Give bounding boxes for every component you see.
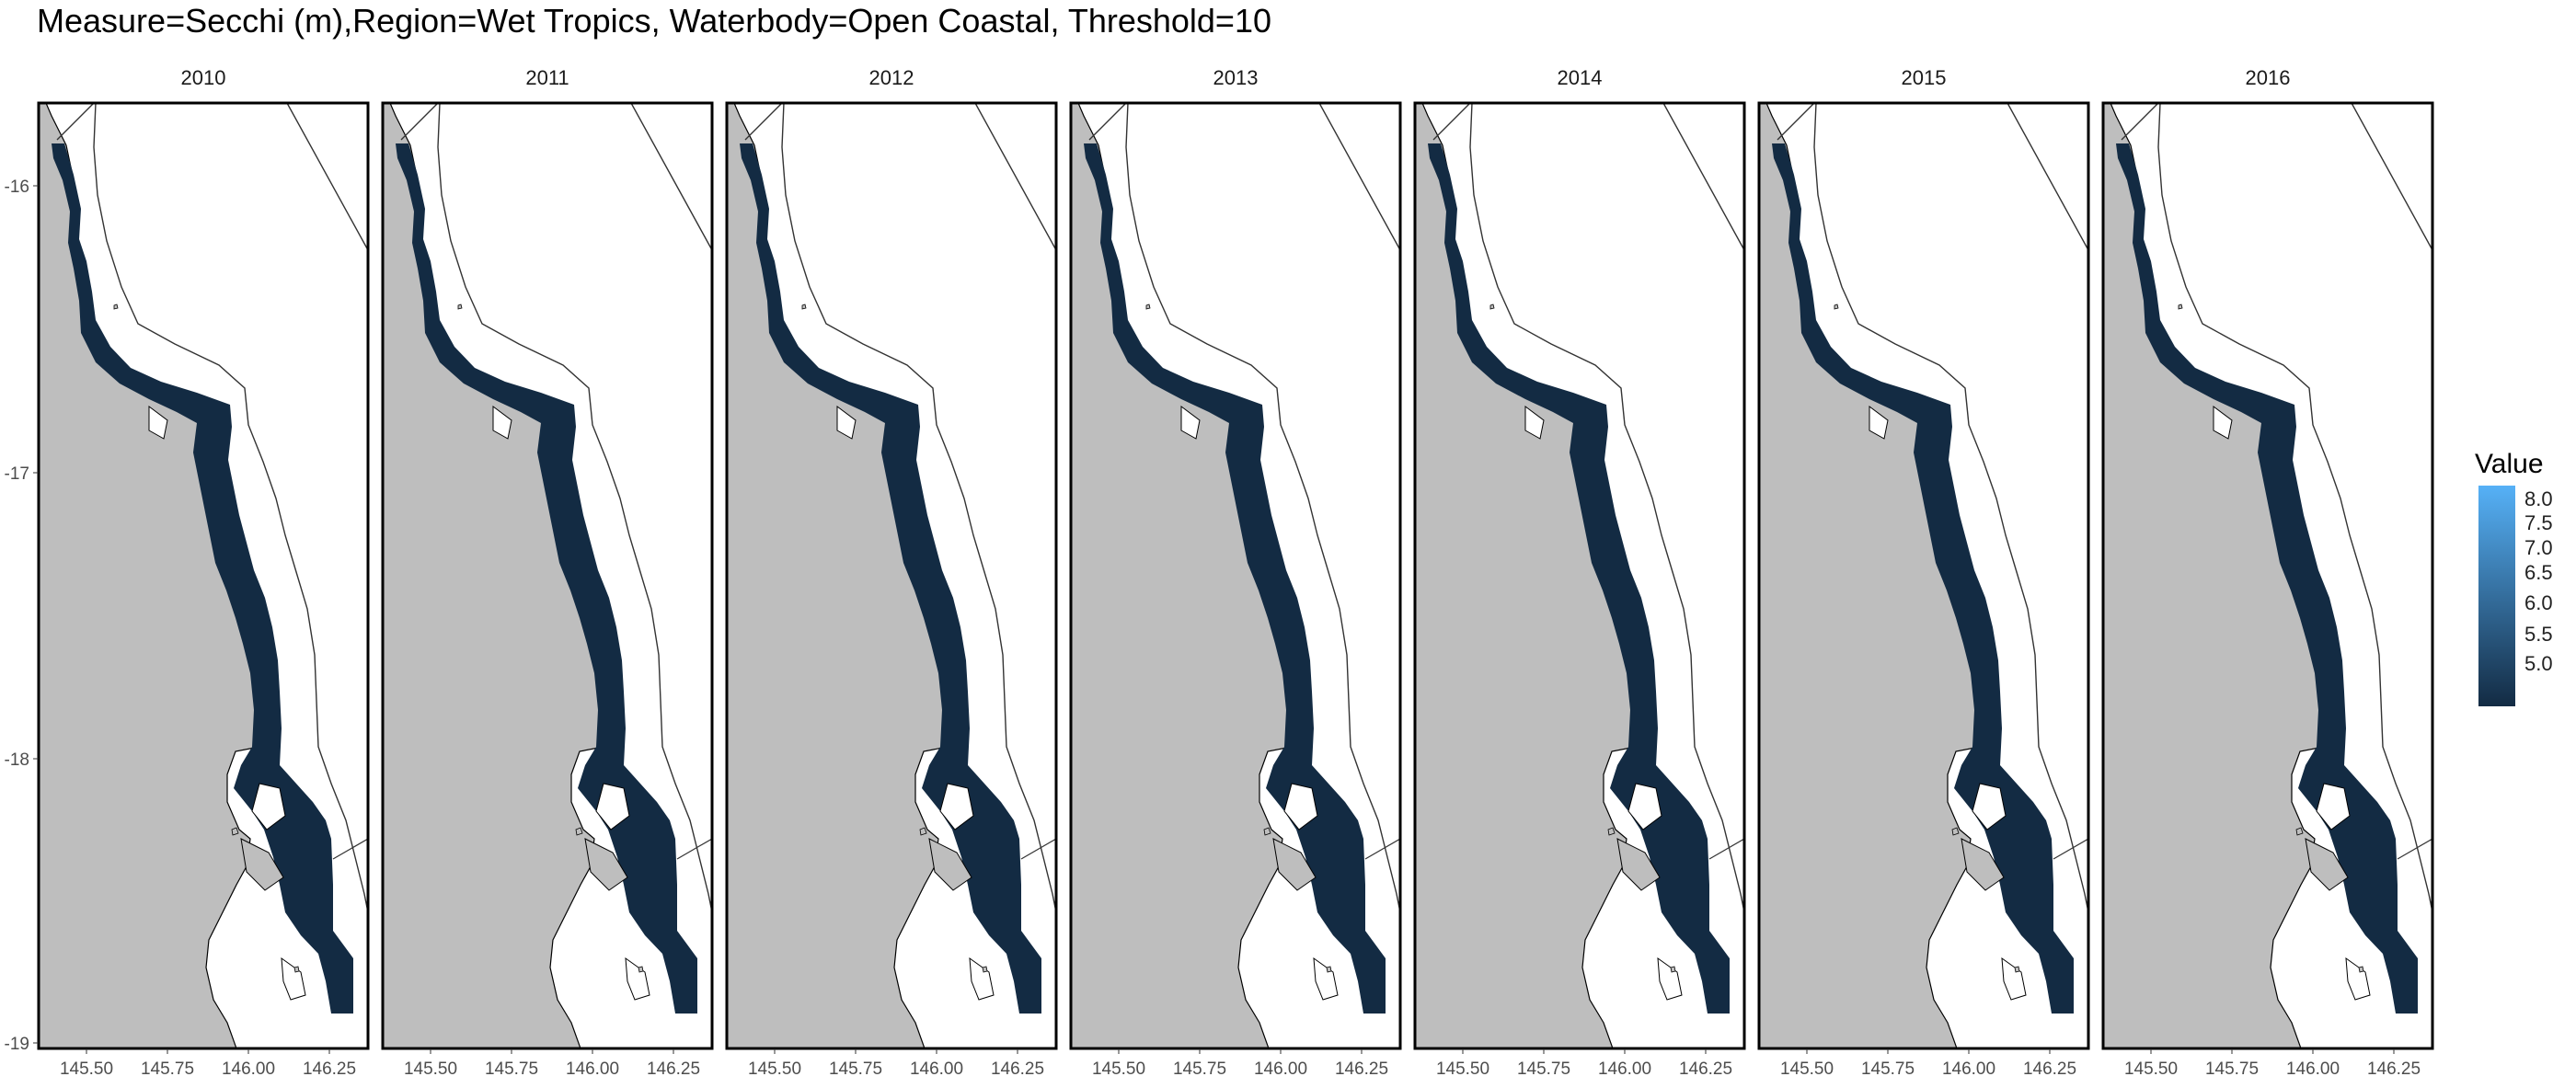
x-tick-label: 146.25 [991, 1059, 1044, 1079]
x-tick-label: 146.00 [2286, 1059, 2340, 1079]
x-tick-label: 145.75 [2205, 1059, 2259, 1079]
y-tick-label: -18 [5, 750, 29, 770]
y-tick-label: -16 [5, 178, 29, 197]
legend-tick: 6.0 [2524, 591, 2553, 614]
x-tick-label: 145.75 [829, 1059, 882, 1079]
x-tick-label: 145.50 [60, 1059, 113, 1079]
map-panel: 145.50 145.75 146.00 146.25 [381, 101, 714, 1079]
panel-border [1413, 101, 1746, 1050]
x-tick-label: 145.50 [2124, 1059, 2178, 1079]
legend-tick: 5.0 [2524, 652, 2553, 675]
map-panel: 145.50 145.75 146.00 146.25 [2101, 101, 2434, 1079]
x-tick-label: 145.75 [485, 1059, 538, 1079]
x-tick-label: 146.25 [1679, 1059, 1732, 1079]
facet-strip-label: 2010 [181, 66, 226, 89]
x-tick-label: 146.25 [303, 1059, 356, 1079]
facet-strip-label: 2012 [869, 66, 914, 89]
legend-tick: 7.0 [2524, 536, 2553, 559]
panel-border [381, 101, 714, 1050]
x-tick-label: 146.00 [1254, 1059, 1307, 1079]
legend-tick: 5.5 [2524, 623, 2553, 646]
x-tick-label: 146.00 [222, 1059, 275, 1079]
map-panel: 145.50 145.75 146.00 146.25 [725, 101, 1058, 1079]
x-tick-label: 145.50 [748, 1059, 801, 1079]
map-panel: 145.50 145.75 146.00 146.25 [1413, 101, 1746, 1079]
x-tick-label: 145.75 [1861, 1059, 1915, 1079]
panel-border [2101, 101, 2434, 1050]
y-tick-label: -19 [5, 1035, 29, 1054]
panel-border [37, 101, 370, 1050]
x-tick-label: 146.25 [2367, 1059, 2421, 1079]
colour-legend: Value 8.0 7.5 7.0 6.5 6.0 5.5 5.0 [2475, 449, 2567, 725]
x-tick-label: 146.00 [566, 1059, 619, 1079]
x-tick-label: 146.25 [2023, 1059, 2076, 1079]
facet-strip-label: 2015 [1902, 66, 1947, 89]
x-tick-label: 145.75 [141, 1059, 194, 1079]
x-tick-label: 145.50 [404, 1059, 457, 1079]
facet-strip-label: 2011 [525, 66, 569, 89]
x-tick-label: 146.00 [1598, 1059, 1651, 1079]
x-tick-label: 145.75 [1173, 1059, 1226, 1079]
facet-strip-label: 2016 [2246, 66, 2291, 89]
x-tick-label: 145.50 [1780, 1059, 1834, 1079]
x-tick-label: 146.25 [1335, 1059, 1388, 1079]
legend-colour-bar [2478, 486, 2515, 706]
plot-title: Measure=Secchi (m),Region=Wet Tropics, W… [37, 2, 1272, 40]
x-tick-label: 146.00 [1942, 1059, 1995, 1079]
legend-tick: 8.0 [2524, 487, 2553, 510]
map-panel: 145.50 145.75 146.00 146.25 [1757, 101, 2090, 1079]
legend-tick: 6.5 [2524, 561, 2553, 584]
panel-border [725, 101, 1058, 1050]
x-tick-label: 146.00 [910, 1059, 963, 1079]
panel-border [1757, 101, 2090, 1050]
x-tick-label: 146.25 [647, 1059, 700, 1079]
y-tick-label: -17 [5, 464, 29, 484]
facet-strip-label: 2013 [1213, 66, 1259, 89]
x-tick-label: 145.50 [1092, 1059, 1145, 1079]
x-tick-label: 145.50 [1436, 1059, 1489, 1079]
x-tick-label: 145.75 [1517, 1059, 1570, 1079]
legend-tick: 7.5 [2524, 511, 2553, 534]
map-panel: 145.50 145.75 146.00 146.25 [37, 101, 370, 1079]
legend-title: Value [2475, 449, 2544, 479]
facet-strip-label: 2014 [1558, 66, 1603, 89]
panel-border [1069, 101, 1402, 1050]
map-panel: 145.50 145.75 146.00 146.25 [1069, 101, 1402, 1079]
